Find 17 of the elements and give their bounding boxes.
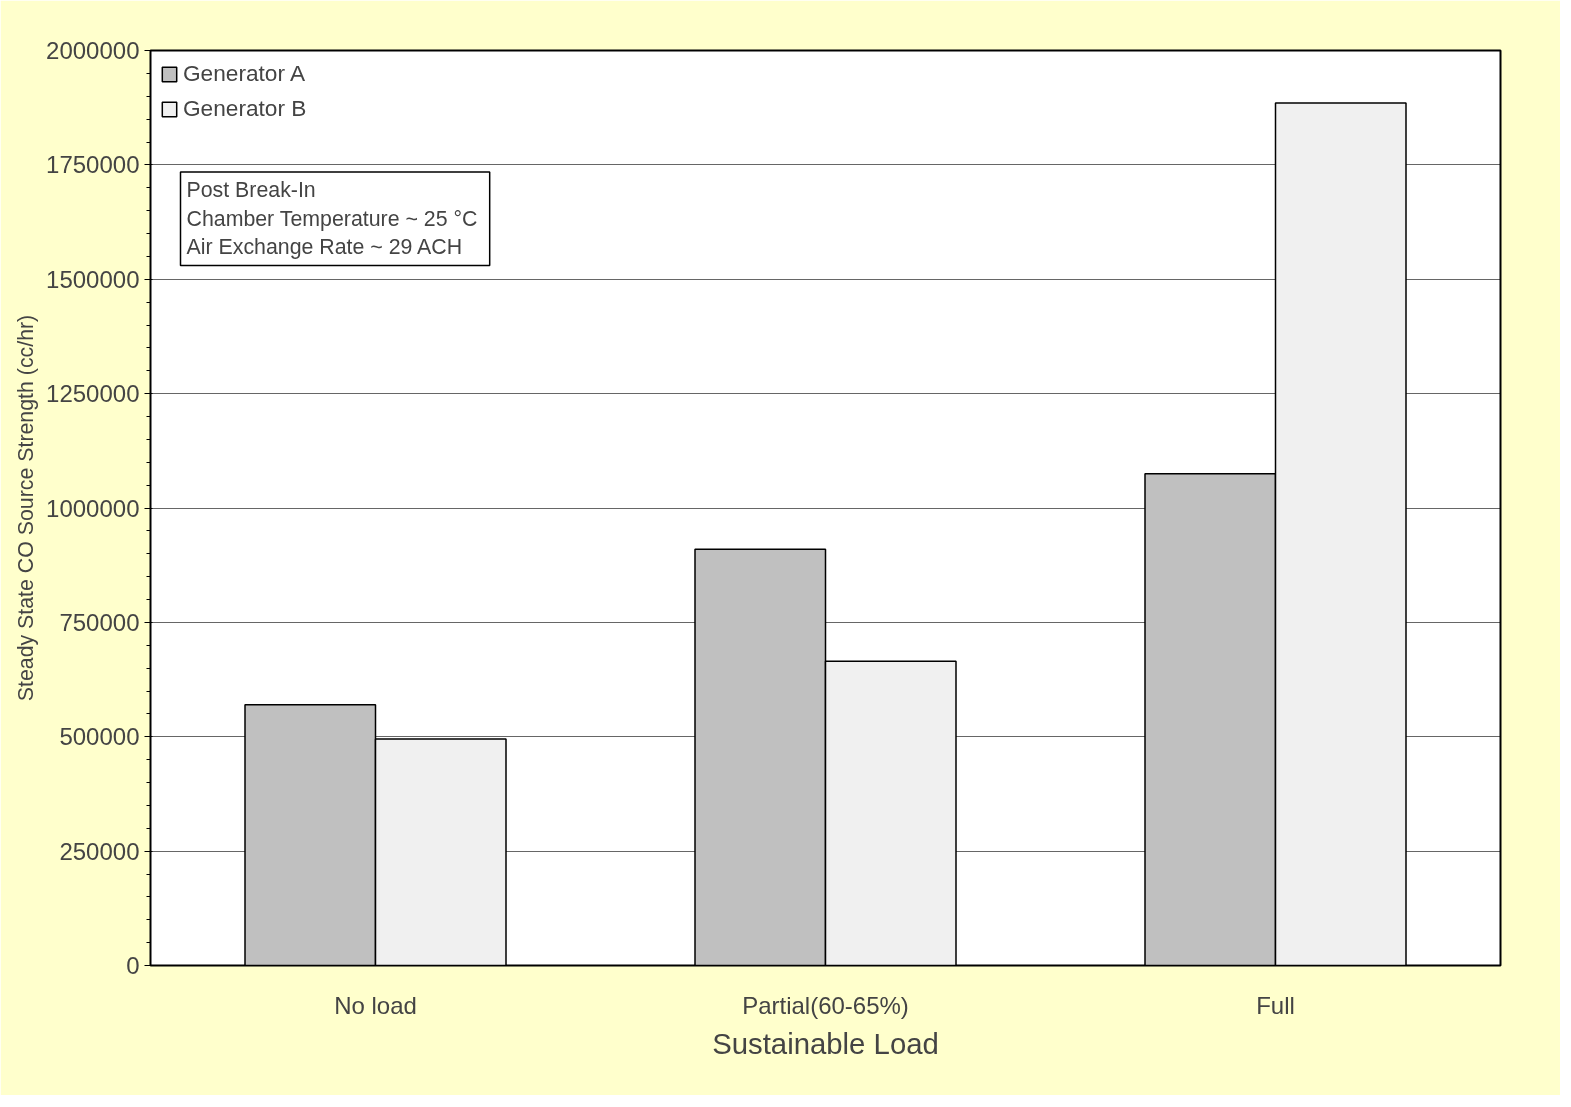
- y-tick-label: 0: [126, 952, 140, 979]
- x-tick-label: Partial(60-65%): [742, 991, 909, 1019]
- y-tick-label: 250000: [59, 837, 140, 865]
- x-tick-label: No load: [334, 991, 417, 1019]
- y-tick-label: 750000: [59, 608, 140, 636]
- x-axis-title: Sustainable Load: [712, 1026, 939, 1060]
- y-axis-title: Steady State CO Source Strength (cc/hr): [14, 314, 39, 702]
- y-tick-label: 1000000: [46, 494, 140, 522]
- y-tick-label: 2000000: [46, 37, 140, 64]
- y-tick-label: 1750000: [46, 151, 140, 179]
- y-tick-label: 1500000: [46, 265, 140, 293]
- x-tick-label: Full: [1256, 991, 1295, 1019]
- y-tick-label: 1250000: [46, 380, 140, 408]
- annotation: Post Break-In Chamber Temperature ~ 25 °C Air Exchange Rate ~ 29 ACH: [186, 177, 478, 260]
- y-tick-label: 500000: [59, 723, 140, 751]
- legend-label: Generator A: [183, 60, 306, 87]
- legend-label: Generator B: [183, 95, 307, 122]
